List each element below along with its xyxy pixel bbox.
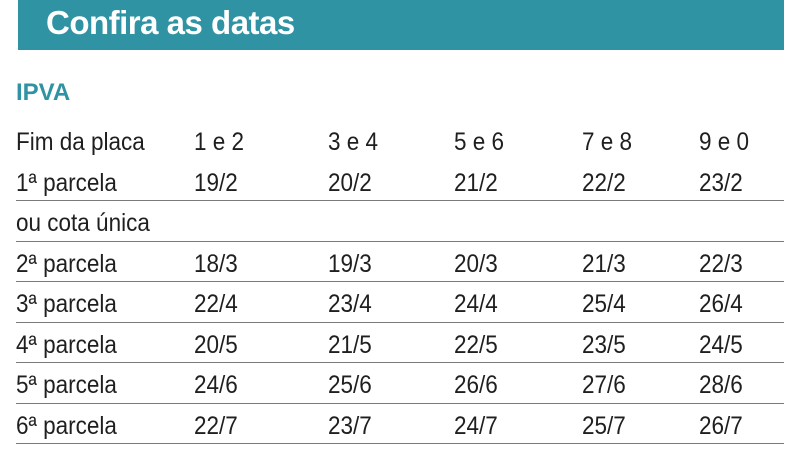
table-row: 2ª parcela 18/3 19/3 20/3 21/3 22/3 (16, 242, 784, 282)
table-cell: 18/3 (194, 249, 238, 278)
table-cell: 19/3 (328, 249, 372, 278)
column-header: 9 e 0 (699, 128, 750, 156)
row-label: 4ª parcela (16, 330, 117, 359)
table-header-row: Fim da placa 1 e 2 3 e 4 5 e 6 7 e 8 9 e… (16, 120, 784, 161)
page-title: Confira as datas (46, 4, 295, 41)
column-header: 1 e 2 (194, 128, 245, 156)
table-row: 5ª parcela 24/6 25/6 26/6 27/6 28/6 (16, 363, 784, 404)
column-header: 5 e 6 (454, 128, 505, 156)
table-cell: 20/2 (328, 168, 372, 197)
table-cell: 22/7 (194, 411, 238, 440)
table-cell: 24/4 (454, 290, 498, 318)
column-header: Fim da placa (16, 128, 145, 156)
table-cell: 22/3 (699, 249, 743, 278)
table-cell: 26/6 (454, 371, 498, 399)
row-label: 6ª parcela (16, 411, 117, 440)
table-cell: 27/6 (582, 371, 626, 399)
table-cell: 23/5 (582, 330, 626, 359)
header-banner: Confira as datas (18, 0, 784, 50)
table-cell: 22/5 (454, 330, 498, 359)
row-label: 3ª parcela (16, 290, 117, 318)
table-row: 6ª parcela 22/7 23/7 24/7 25/7 26/7 (16, 404, 784, 444)
table-cell: 24/6 (194, 371, 238, 399)
dates-table: Fim da placa 1 e 2 3 e 4 5 e 6 7 e 8 9 e… (16, 120, 784, 444)
row-label: 2ª parcela (16, 249, 117, 278)
table-cell: 23/7 (328, 411, 372, 440)
table-cell: 26/7 (699, 411, 743, 440)
table-cell: 20/3 (454, 249, 498, 278)
table-cell: 22/2 (582, 168, 626, 197)
table-cell: 24/7 (454, 411, 498, 440)
table-cell: 23/4 (328, 290, 372, 318)
table-cell: 22/4 (194, 290, 238, 318)
row-label: 1ª parcela (16, 168, 117, 197)
row-label: ou cota única (16, 209, 150, 237)
table-row: 4ª parcela 20/5 21/5 22/5 23/5 24/5 (16, 323, 784, 363)
column-header: 7 e 8 (582, 128, 633, 156)
table-row: 1ª parcela 19/2 20/2 21/2 22/2 23/2 (16, 161, 784, 201)
table-cell: 23/2 (699, 168, 743, 197)
table-cell: 25/7 (582, 411, 626, 440)
table-cell: 25/4 (582, 290, 626, 318)
table-cell: 25/6 (328, 371, 372, 399)
table-cell: 26/4 (699, 290, 743, 318)
row-label: 5ª parcela (16, 371, 117, 399)
table-cell: 19/2 (194, 168, 238, 197)
table-row: ou cota única (16, 201, 784, 242)
table-cell: 21/2 (454, 168, 498, 197)
table-row: 3ª parcela 22/4 23/4 24/4 25/4 26/4 (16, 282, 784, 323)
column-header: 3 e 4 (328, 128, 379, 156)
section-title: IPVA (16, 79, 71, 106)
table-cell: 20/5 (194, 330, 238, 359)
table-cell: 21/5 (328, 330, 372, 359)
table-cell: 28/6 (699, 371, 743, 399)
table-cell: 21/3 (582, 249, 626, 278)
table-cell: 24/5 (699, 330, 743, 359)
